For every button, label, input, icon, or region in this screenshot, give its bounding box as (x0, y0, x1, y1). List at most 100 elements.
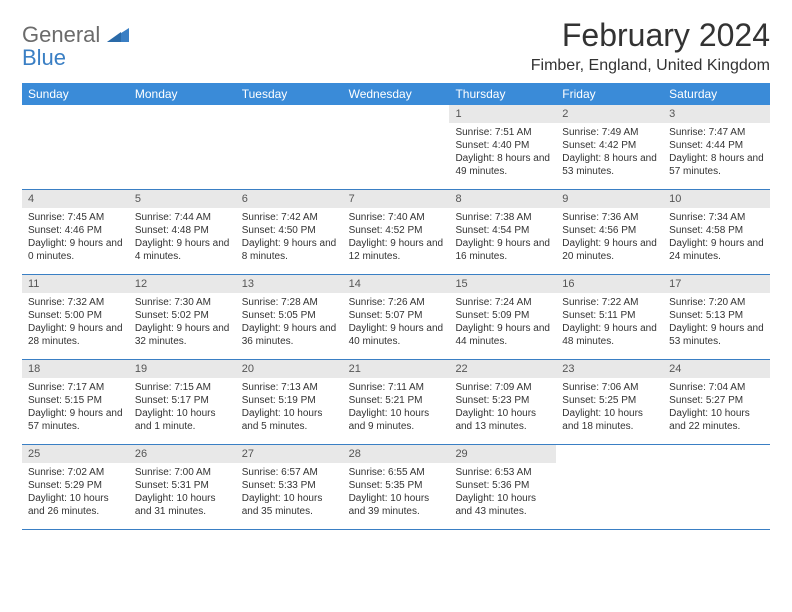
day-body: Sunrise: 7:15 AMSunset: 5:17 PMDaylight:… (129, 378, 236, 437)
day-body: Sunrise: 7:49 AMSunset: 4:42 PMDaylight:… (556, 123, 663, 182)
day-cell: 1Sunrise: 7:51 AMSunset: 4:40 PMDaylight… (449, 105, 556, 189)
sunrise-line: Sunrise: 7:22 AM (562, 296, 657, 309)
day-body: Sunrise: 7:45 AMSunset: 4:46 PMDaylight:… (22, 208, 129, 267)
logo-triangle-icon (107, 26, 129, 42)
day-number: 22 (449, 360, 556, 378)
sunset-line: Sunset: 5:11 PM (562, 309, 657, 322)
day-cell: 10Sunrise: 7:34 AMSunset: 4:58 PMDayligh… (663, 190, 770, 274)
day-cell: 6Sunrise: 7:42 AMSunset: 4:50 PMDaylight… (236, 190, 343, 274)
day-number: 3 (663, 105, 770, 123)
sunset-line: Sunset: 5:33 PM (242, 479, 337, 492)
day-cell: 3Sunrise: 7:47 AMSunset: 4:44 PMDaylight… (663, 105, 770, 189)
day-number: 4 (22, 190, 129, 208)
day-body: Sunrise: 7:13 AMSunset: 5:19 PMDaylight:… (236, 378, 343, 437)
sunset-line: Sunset: 5:35 PM (349, 479, 444, 492)
sunset-line: Sunset: 5:05 PM (242, 309, 337, 322)
week-row: 4Sunrise: 7:45 AMSunset: 4:46 PMDaylight… (22, 190, 770, 275)
day-number: 12 (129, 275, 236, 293)
sunset-line: Sunset: 5:02 PM (135, 309, 230, 322)
day-number: 27 (236, 445, 343, 463)
sunrise-line: Sunrise: 7:40 AM (349, 211, 444, 224)
day-cell: 2Sunrise: 7:49 AMSunset: 4:42 PMDaylight… (556, 105, 663, 189)
day-body: Sunrise: 6:53 AMSunset: 5:36 PMDaylight:… (449, 463, 556, 522)
day-cell: 26Sunrise: 7:00 AMSunset: 5:31 PMDayligh… (129, 445, 236, 529)
sunrise-line: Sunrise: 6:55 AM (349, 466, 444, 479)
sunrise-line: Sunrise: 7:04 AM (669, 381, 764, 394)
empty-day-cell (129, 105, 236, 189)
sunset-line: Sunset: 4:44 PM (669, 139, 764, 152)
daylight-line: Daylight: 10 hours and 13 minutes. (455, 407, 550, 433)
daylight-line: Daylight: 8 hours and 49 minutes. (455, 152, 550, 178)
day-number: 10 (663, 190, 770, 208)
day-cell: 18Sunrise: 7:17 AMSunset: 5:15 PMDayligh… (22, 360, 129, 444)
daylight-line: Daylight: 10 hours and 35 minutes. (242, 492, 337, 518)
day-number: 14 (343, 275, 450, 293)
title-block: February 2024 Fimber, England, United Ki… (531, 18, 770, 75)
sunrise-line: Sunrise: 6:57 AM (242, 466, 337, 479)
sunrise-line: Sunrise: 7:51 AM (455, 126, 550, 139)
day-body: Sunrise: 7:22 AMSunset: 5:11 PMDaylight:… (556, 293, 663, 352)
day-cell: 17Sunrise: 7:20 AMSunset: 5:13 PMDayligh… (663, 275, 770, 359)
day-cell: 27 Sunrise: 6:57 AMSunset: 5:33 PMDayligh… (236, 445, 343, 529)
month-title: February 2024 (531, 18, 770, 53)
sunrise-line: Sunrise: 7:45 AM (28, 211, 123, 224)
day-number: 23 (556, 360, 663, 378)
day-body: Sunrise: 7:32 AMSunset: 5:00 PMDaylight:… (22, 293, 129, 352)
day-number: 2 (556, 105, 663, 123)
sunrise-line: Sunrise: 7:13 AM (242, 381, 337, 394)
sunset-line: Sunset: 5:36 PM (455, 479, 550, 492)
sunrise-line: Sunrise: 7:09 AM (455, 381, 550, 394)
empty-day-cell (236, 105, 343, 189)
sunrise-line: Sunrise: 6:53 AM (455, 466, 550, 479)
sunrise-line: Sunrise: 7:17 AM (28, 381, 123, 394)
day-body: Sunrise: 7:20 AMSunset: 5:13 PMDaylight:… (663, 293, 770, 352)
daylight-line: Daylight: 8 hours and 53 minutes. (562, 152, 657, 178)
sunrise-line: Sunrise: 7:00 AM (135, 466, 230, 479)
sunrise-line: Sunrise: 7:38 AM (455, 211, 550, 224)
day-body: Sunrise: 7:09 AMSunset: 5:23 PMDaylight:… (449, 378, 556, 437)
day-number: 13 (236, 275, 343, 293)
week-row: 1Sunrise: 7:51 AMSunset: 4:40 PMDaylight… (22, 105, 770, 190)
daylight-line: Daylight: 10 hours and 5 minutes. (242, 407, 337, 433)
week-row: 11Sunrise: 7:32 AMSunset: 5:00 PMDayligh… (22, 275, 770, 360)
day-body: Sunrise: 6:55 AMSunset: 5:35 PMDaylight:… (343, 463, 450, 522)
day-body: Sunrise: 7:28 AMSunset: 5:05 PMDaylight:… (236, 293, 343, 352)
sunrise-line: Sunrise: 7:49 AM (562, 126, 657, 139)
sunset-line: Sunset: 4:50 PM (242, 224, 337, 237)
day-body: Sunrise: 7:42 AMSunset: 4:50 PMDaylight:… (236, 208, 343, 267)
day-cell: 23Sunrise: 7:06 AMSunset: 5:25 PMDayligh… (556, 360, 663, 444)
sunrise-line: Sunrise: 7:30 AM (135, 296, 230, 309)
sunrise-line: Sunrise: 7:15 AM (135, 381, 230, 394)
day-body: Sunrise: 7:11 AMSunset: 5:21 PMDaylight:… (343, 378, 450, 437)
daylight-line: Daylight: 9 hours and 8 minutes. (242, 237, 337, 263)
weekday-label: Saturday (663, 83, 770, 105)
sunrise-line: Sunrise: 7:42 AM (242, 211, 337, 224)
sunset-line: Sunset: 4:58 PM (669, 224, 764, 237)
day-cell: 16Sunrise: 7:22 AMSunset: 5:11 PMDayligh… (556, 275, 663, 359)
day-number: 28 (343, 445, 450, 463)
sunrise-line: Sunrise: 7:36 AM (562, 211, 657, 224)
sunset-line: Sunset: 5:00 PM (28, 309, 123, 322)
logo-text-general: General (22, 22, 100, 47)
weekday-label: Wednesday (343, 83, 450, 105)
daylight-line: Daylight: 9 hours and 40 minutes. (349, 322, 444, 348)
calendar-grid: SundayMondayTuesdayWednesdayThursdayFrid… (22, 83, 770, 530)
sunset-line: Sunset: 4:46 PM (28, 224, 123, 237)
day-number: 26 (129, 445, 236, 463)
daylight-line: Daylight: 9 hours and 53 minutes. (669, 322, 764, 348)
day-cell: 25Sunrise: 7:02 AMSunset: 5:29 PMDayligh… (22, 445, 129, 529)
empty-day-cell (663, 445, 770, 529)
sunrise-line: Sunrise: 7:06 AM (562, 381, 657, 394)
day-body: Sunrise: 7:44 AMSunset: 4:48 PMDaylight:… (129, 208, 236, 267)
day-cell: 28Sunrise: 6:55 AMSunset: 5:35 PMDayligh… (343, 445, 450, 529)
weeks-container: 1Sunrise: 7:51 AMSunset: 4:40 PMDaylight… (22, 105, 770, 530)
day-body: Sunrise: 7:17 AMSunset: 5:15 PMDaylight:… (22, 378, 129, 437)
sunset-line: Sunset: 4:48 PM (135, 224, 230, 237)
day-cell: 20Sunrise: 7:13 AMSunset: 5:19 PMDayligh… (236, 360, 343, 444)
day-number: 19 (129, 360, 236, 378)
day-cell: 24Sunrise: 7:04 AMSunset: 5:27 PMDayligh… (663, 360, 770, 444)
day-body: Sunrise: 7:51 AMSunset: 4:40 PMDaylight:… (449, 123, 556, 182)
daylight-line: Daylight: 10 hours and 26 minutes. (28, 492, 123, 518)
weekday-label: Friday (556, 83, 663, 105)
daylight-line: Daylight: 10 hours and 39 minutes. (349, 492, 444, 518)
